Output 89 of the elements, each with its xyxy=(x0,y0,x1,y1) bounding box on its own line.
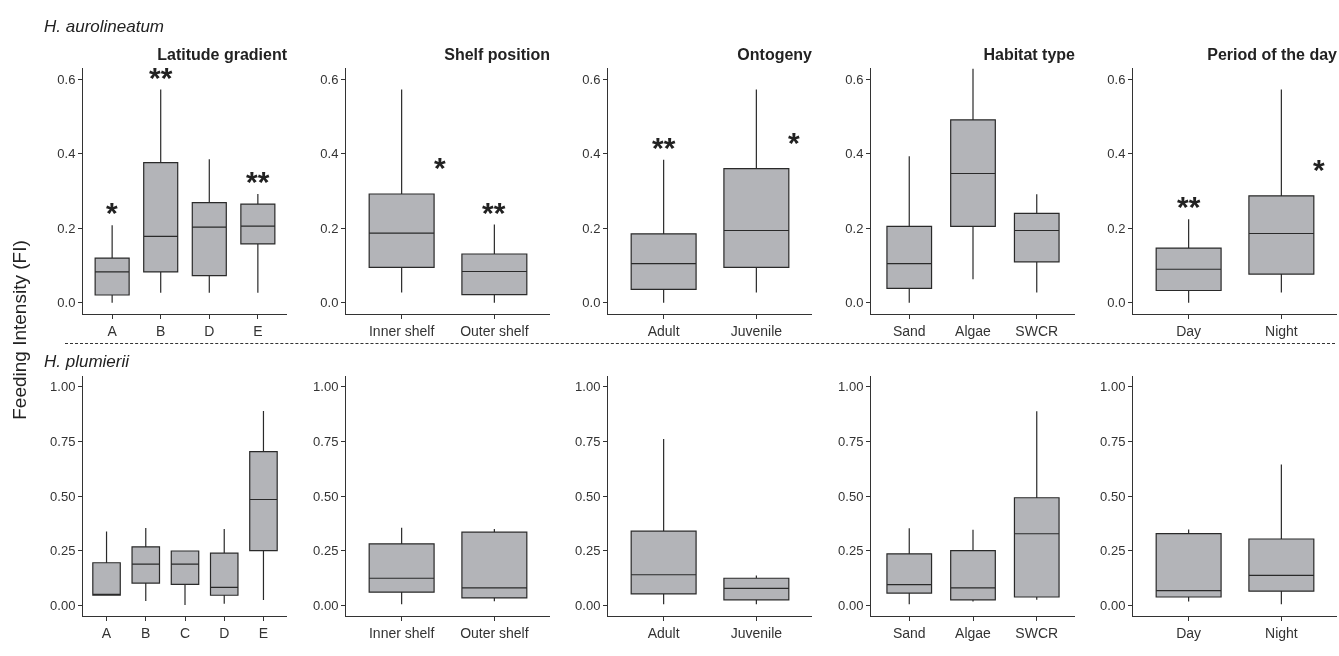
x-tick-label: Adult xyxy=(647,322,680,339)
y-tick-label: 0.6 xyxy=(582,71,601,87)
annotation: * xyxy=(1313,153,1325,186)
annotation: ** xyxy=(246,165,270,198)
y-tick-label: 0.00 xyxy=(1100,597,1126,613)
y-tick-label: 0.4 xyxy=(844,146,863,162)
y-tick-label: 0.75 xyxy=(50,434,76,449)
x-tick-label: Algae xyxy=(954,624,991,641)
x-tick-label: Day xyxy=(1176,322,1202,339)
x-tick-label: Outer shelf xyxy=(459,624,529,641)
x-tick-label: Juvenile xyxy=(730,322,783,339)
x-tick-label: C xyxy=(179,624,191,641)
y-tick-label: 0.6 xyxy=(1107,71,1126,87)
text: H. plumierii xyxy=(44,352,131,371)
y-tick-label: 0.0 xyxy=(57,295,76,311)
y-tick-label: 0.0 xyxy=(1107,295,1126,311)
y-tick-label: 0.25 xyxy=(837,543,863,559)
y-tick-label: 1.00 xyxy=(837,379,863,395)
y-tick-label: 0.25 xyxy=(50,543,76,559)
y-tick-label: 0.25 xyxy=(575,543,601,559)
x-tick-label: Juvenile xyxy=(730,624,783,641)
x-tick-label: Adult xyxy=(647,624,680,641)
x-tick-label: E xyxy=(258,624,269,641)
y-tick-label: 0.4 xyxy=(1107,146,1126,162)
y-tick-label: 0.6 xyxy=(57,71,76,87)
y-tick-label: 0.2 xyxy=(582,220,601,236)
y-tick-label: 1.00 xyxy=(1100,379,1126,395)
y-tick-label: 0.50 xyxy=(1100,488,1126,504)
y-tick-label: 0.0 xyxy=(844,295,863,311)
y-tick-label: 0.00 xyxy=(312,597,338,613)
y-tick-label: 0.2 xyxy=(844,220,863,236)
chart-title: Period of the day xyxy=(1207,46,1338,63)
x-tick-label: Night xyxy=(1265,322,1298,339)
annotation: ** xyxy=(149,61,173,94)
x-tick-label: Sand xyxy=(892,624,926,641)
y-axis-title: Feeding Intensity (FI) xyxy=(9,240,31,420)
y-tick-label: 0.50 xyxy=(50,488,76,504)
x-tick-label: B xyxy=(141,624,151,641)
y-tick-label: 1.00 xyxy=(50,379,76,395)
y-tick-label: 1.00 xyxy=(312,379,338,395)
chart-title: Habitat type xyxy=(982,46,1075,63)
y-tick-label: 0.00 xyxy=(50,597,76,613)
x-tick-label: E xyxy=(253,322,263,339)
chart-title: Ontogeny xyxy=(737,46,813,63)
y-tick-label: 0.75 xyxy=(312,434,338,449)
annotation: ** xyxy=(481,196,506,229)
y-tick-label: 0.25 xyxy=(312,543,338,559)
y-tick-label: 0.4 xyxy=(582,146,601,162)
y-tick-label: 0.2 xyxy=(1107,220,1126,236)
y-tick-label: 0.2 xyxy=(319,220,338,236)
x-tick-label: B xyxy=(156,322,166,339)
y-tick-label: 0.00 xyxy=(575,597,601,613)
y-tick-label: 0.75 xyxy=(1100,434,1126,449)
y-tick-label: 0.75 xyxy=(575,434,601,449)
text: H. aurolineatum xyxy=(44,17,165,36)
annotation: * xyxy=(433,151,446,184)
x-tick-label: SWCR xyxy=(1014,322,1058,339)
x-tick-label: Night xyxy=(1265,624,1298,641)
y-tick-label: 0.75 xyxy=(837,434,863,449)
x-tick-label: Outer shelf xyxy=(459,322,529,339)
x-tick-label: A xyxy=(107,322,118,339)
x-tick-label: Day xyxy=(1176,624,1202,641)
chart-title: Shelf position xyxy=(443,46,550,63)
x-tick-label: Algae xyxy=(954,322,991,339)
annotation: ** xyxy=(652,131,676,164)
y-tick-label: 0.4 xyxy=(319,146,338,162)
y-tick-label: 0.50 xyxy=(837,488,863,504)
y-tick-label: 0.50 xyxy=(575,488,601,504)
x-tick-label: D xyxy=(219,624,230,641)
y-tick-label: 0.4 xyxy=(57,146,76,162)
x-tick-label: Sand xyxy=(892,322,926,339)
annotation: * xyxy=(788,126,800,159)
y-tick-label: 0.50 xyxy=(312,488,338,504)
y-tick-label: 0.2 xyxy=(57,220,76,236)
y-tick-label: 1.00 xyxy=(575,379,601,395)
x-tick-label: D xyxy=(204,322,215,339)
y-tick-label: 0.6 xyxy=(319,71,338,87)
x-tick-label: Inner shelf xyxy=(368,624,434,641)
annotation: * xyxy=(106,196,118,229)
x-tick-label: A xyxy=(101,624,112,641)
x-tick-label: Inner shelf xyxy=(368,322,434,339)
y-tick-label: 0.6 xyxy=(844,71,863,87)
y-tick-label: 0.25 xyxy=(1100,543,1126,559)
chart-title: Latitude gradient xyxy=(157,46,288,63)
annotation: ** xyxy=(1177,190,1201,223)
y-tick-label: 0.00 xyxy=(837,597,863,613)
x-tick-label: SWCR xyxy=(1014,624,1058,641)
y-tick-label: 0.0 xyxy=(582,295,601,311)
y-tick-label: 0.0 xyxy=(319,295,338,311)
